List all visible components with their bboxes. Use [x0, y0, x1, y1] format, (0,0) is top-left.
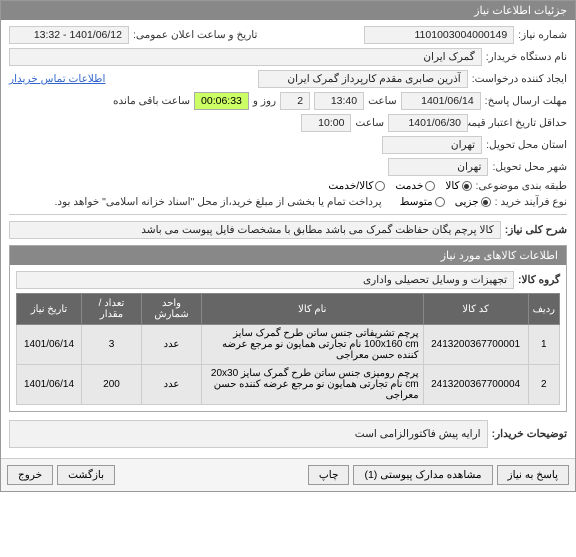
desc-label: شرح کلی نیاز: [505, 224, 567, 236]
service-radio-label: خدمت [395, 180, 423, 192]
remain-label: ساعت باقی مانده [113, 95, 190, 107]
reply-button[interactable]: پاسخ به نیاز [497, 465, 569, 485]
panel-title: جزئیات اطلاعات نیاز [1, 1, 575, 20]
panel-body: شماره نیاز: 1101003004000149 تاریخ و ساع… [1, 20, 575, 458]
req-number-label: شماره نیاز: [518, 29, 567, 41]
table-row: 1 2413200367700001 پرچم تشریفاتی جنس سات… [17, 325, 560, 365]
requester-field: آذرین صابری مقدم کارپرداز گمرک ایران [258, 70, 468, 88]
cell-unit: عدد [142, 325, 202, 365]
desc-field: کالا پرچم یگان حفاظت گمرک می باشد مطابق … [9, 221, 501, 239]
validity-label: حداقل تاریخ اعتبار قیمت: [472, 117, 567, 129]
col-qty: تعداد / مقدار [82, 294, 142, 325]
time-label-2: ساعت [355, 117, 384, 129]
items-table: ردیف کد کالا نام کالا واحد شمارش تعداد /… [16, 293, 560, 405]
footer-bar: پاسخ به نیاز مشاهده مدارک پیوستی (1) چاپ… [1, 458, 575, 491]
cell-qty: 200 [82, 365, 142, 405]
days-field: 2 [280, 92, 310, 110]
validity-date-field: 1401/06/30 [388, 114, 468, 132]
deadline-time-field: 13:40 [314, 92, 364, 110]
radio-dot-icon [425, 181, 435, 191]
buyer-label: نام دستگاه خریدار: [486, 51, 567, 63]
cell-qty: 3 [82, 325, 142, 365]
medium-radio-label: متوسط [400, 196, 433, 208]
medium-radio[interactable]: متوسط [400, 196, 445, 208]
req-number-field: 1101003004000149 [364, 26, 514, 44]
cell-code: 2413200367700004 [423, 365, 528, 405]
deadline-label: مهلت ارسال پاسخ: [485, 95, 567, 107]
radio-dot-icon [375, 181, 385, 191]
contact-link[interactable]: اطلاعات تماس خریدار [9, 73, 105, 85]
city-label: شهر محل تحویل: [492, 161, 567, 173]
cell-unit: عدد [142, 365, 202, 405]
col-name: نام کالا [202, 294, 424, 325]
days-label: روز و [253, 95, 276, 107]
table-header-row: ردیف کد کالا نام کالا واحد شمارش تعداد /… [17, 294, 560, 325]
buyer-notes-label: توضیحات خریدار: [492, 428, 567, 440]
goods-radio[interactable]: کالا [445, 180, 471, 192]
back-button[interactable]: بازگشت [57, 465, 115, 485]
time-label-1: ساعت [368, 95, 397, 107]
col-date: تاریخ نیاز [17, 294, 82, 325]
main-panel: جزئیات اطلاعات نیاز شماره نیاز: 11010030… [0, 0, 576, 492]
exit-button[interactable]: خروج [7, 465, 53, 485]
partial-radio[interactable]: جزیی [455, 196, 491, 208]
payment-note: پرداخت تمام یا بخشی از مبلغ خرید،از محل … [55, 196, 382, 208]
announce-field: 1401/06/12 - 13:32 [9, 26, 129, 44]
validity-time-field: 10:00 [301, 114, 351, 132]
cell-date: 1401/06/14 [17, 325, 82, 365]
cell-date: 1401/06/14 [17, 365, 82, 405]
goods-radio-label: کالا [445, 180, 459, 192]
announce-label: تاریخ و ساعت اعلان عمومی: [133, 29, 257, 41]
cell-idx: 2 [528, 365, 559, 405]
address-label: استان محل تحویل: [486, 139, 567, 151]
group-field: تجهیزات و وسایل تحصیلی واداری [16, 271, 514, 289]
process-label: نوع فرآیند خرید : [495, 196, 567, 208]
cell-idx: 1 [528, 325, 559, 365]
radio-dot-icon [435, 197, 445, 207]
city-field: تهران [388, 158, 488, 176]
table-row: 2 2413200367700004 پرچم رومیزی جنس ساتن … [17, 365, 560, 405]
attachments-button[interactable]: مشاهده مدارک پیوستی (1) [353, 465, 492, 485]
address-field: تهران [382, 136, 482, 154]
radio-dot-icon [481, 197, 491, 207]
buyer-notes-field: ارایه پیش فاکتورالزامی است [9, 420, 488, 448]
cell-code: 2413200367700001 [423, 325, 528, 365]
partial-radio-label: جزیی [455, 196, 479, 208]
both-radio[interactable]: کالا/خدمت [328, 180, 385, 192]
both-radio-label: کالا/خدمت [328, 180, 373, 192]
deadline-date-field: 1401/06/14 [401, 92, 481, 110]
print-button[interactable]: چاپ [308, 465, 350, 485]
service-radio[interactable]: خدمت [395, 180, 435, 192]
cell-name: پرچم تشریفاتی جنس ساتن طرح گمرک سایز 100… [202, 325, 424, 365]
buyer-field: گمرک ایران [9, 48, 482, 66]
cell-name: پرچم رومیزی جنس ساتن طرح گمرک سایز 20x30… [202, 365, 424, 405]
items-panel-title: اطلاعات کالاهای مورد نیاز [10, 246, 566, 265]
items-panel: اطلاعات کالاهای مورد نیاز گروه کالا: تجه… [9, 245, 567, 412]
col-unit: واحد شمارش [142, 294, 202, 325]
group-label: گروه کالا: [518, 274, 560, 286]
col-code: کد کالا [423, 294, 528, 325]
requester-label: ایجاد کننده درخواست: [472, 73, 567, 85]
countdown-timer: 00:06:33 [194, 92, 249, 110]
radio-dot-icon [462, 181, 472, 191]
col-row: ردیف [528, 294, 559, 325]
category-label: طبقه بندی موضوعی: [476, 180, 567, 192]
